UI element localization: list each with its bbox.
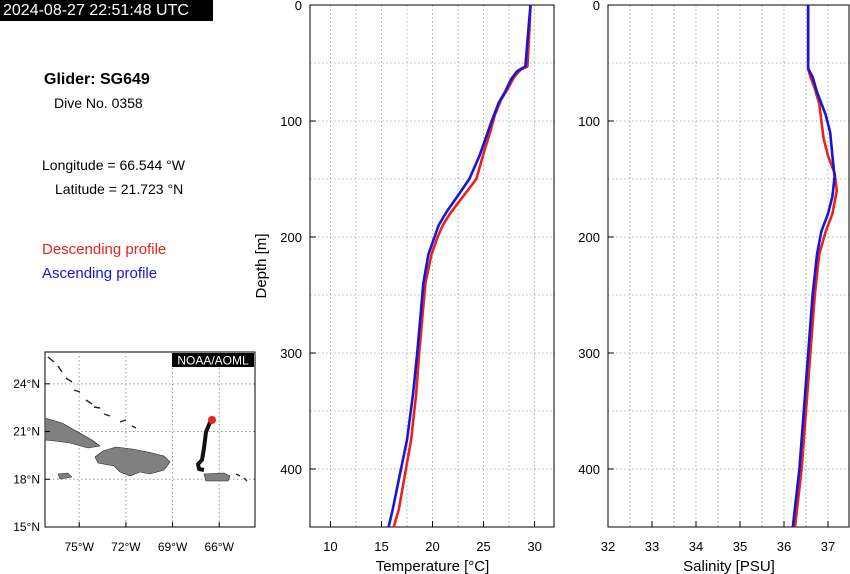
bahamas-island bbox=[73, 389, 81, 393]
cuba-landmass bbox=[44, 417, 101, 449]
bahamas-island bbox=[47, 356, 55, 363]
x-tick-label: 36 bbox=[777, 539, 791, 554]
salinity-x-axis-label: Salinity [PSU] bbox=[683, 558, 775, 574]
x-tick-label: 25 bbox=[476, 539, 490, 554]
glider-title: Glider: SG649 bbox=[44, 71, 150, 88]
temperature-frame bbox=[309, 4, 555, 528]
bahamas-island bbox=[131, 425, 137, 429]
map-lat-label: 24°N bbox=[13, 377, 40, 391]
latitude-readout: Latitude = 21.723 °N bbox=[55, 181, 184, 197]
map-lat-label: 15°N bbox=[13, 520, 40, 534]
y-tick-label: 400 bbox=[578, 462, 600, 477]
y-tick-label: 200 bbox=[578, 230, 600, 245]
salinity-frame bbox=[607, 4, 850, 528]
dive-number: Dive No. 0358 bbox=[54, 95, 143, 111]
map-credit: NOAA/AOML bbox=[177, 354, 249, 368]
y-tick-label: 0 bbox=[593, 0, 600, 13]
y-tick-label: 300 bbox=[280, 346, 302, 361]
bahamas-island bbox=[85, 399, 93, 405]
bahamas-island bbox=[235, 473, 241, 477]
credit-background bbox=[172, 353, 254, 367]
x-tick-label: 32 bbox=[601, 539, 615, 554]
y-tick-label: 200 bbox=[280, 230, 302, 245]
x-tick-label: 35 bbox=[733, 539, 747, 554]
jamaica-landmass bbox=[57, 472, 73, 480]
temperature-y-axis-label: Depth [m] bbox=[253, 233, 270, 298]
salinity-ascending-line bbox=[791, 5, 836, 528]
y-tick-label: 300 bbox=[578, 346, 600, 361]
timestamp: 2024-08-27 22:51:48 UTC bbox=[0, 0, 213, 21]
bahamas-island bbox=[119, 419, 127, 423]
hispaniola-landmass bbox=[94, 446, 171, 477]
map-lat-label: 18°N bbox=[13, 472, 40, 486]
longitude-readout: Longitude = 66.544 °W bbox=[42, 157, 185, 173]
map-lon-label: 72°W bbox=[111, 540, 141, 554]
map-lat-label: 21°N bbox=[13, 425, 40, 439]
temperature-x-axis-label: Temperature [°C] bbox=[376, 558, 490, 574]
salinity-panel: 0 100 200 300 400 32 33 34 35 36 37 Salinity [PSU] bbox=[578, 0, 850, 574]
legend-descending: Descending profile bbox=[42, 241, 167, 258]
x-tick-label: 33 bbox=[645, 539, 659, 554]
bahamas-island bbox=[65, 377, 73, 383]
puerto-rico-landmass bbox=[203, 472, 231, 482]
glider-position-marker bbox=[208, 416, 216, 424]
map-lon-label: 69°W bbox=[158, 540, 188, 554]
y-tick-label: 100 bbox=[280, 114, 302, 129]
bahamas-island bbox=[93, 406, 101, 409]
y-tick-label: 0 bbox=[295, 0, 302, 13]
y-tick-label: 100 bbox=[578, 114, 600, 129]
bahamas-island bbox=[243, 477, 248, 482]
x-tick-label: 20 bbox=[425, 539, 439, 554]
temperature-panel: 0 100 200 300 400 10 15 20 25 30 Temperature [°C] D… bbox=[253, 0, 555, 574]
y-tick-label: 400 bbox=[280, 462, 302, 477]
map-lon-label: 66°W bbox=[204, 540, 234, 554]
temperature-ascending-line bbox=[387, 4, 532, 528]
legend-ascending: Ascending profile bbox=[42, 265, 158, 282]
bahamas-island bbox=[57, 365, 63, 373]
x-tick-label: 37 bbox=[821, 539, 835, 554]
x-tick-label: 30 bbox=[527, 539, 541, 554]
map-lon-label: 75°W bbox=[64, 540, 94, 554]
x-tick-label: 10 bbox=[323, 539, 337, 554]
glider-track bbox=[196, 419, 213, 472]
x-tick-label: 34 bbox=[689, 539, 703, 554]
inset-map: NOAA/AOML 24°N 21°N 18°N 15°N 75°W 72°W 69°W 66°… bbox=[13, 351, 256, 554]
bahamas-island bbox=[103, 413, 111, 417]
x-tick-label: 15 bbox=[374, 539, 388, 554]
